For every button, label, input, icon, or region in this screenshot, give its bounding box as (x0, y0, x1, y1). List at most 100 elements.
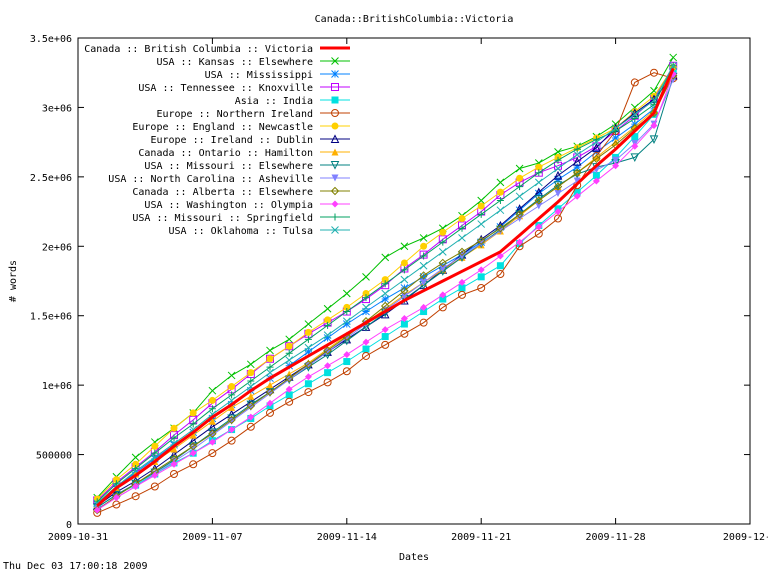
data-point-canada-alberta-elsewhere (380, 301, 390, 311)
data-point-usa-north-carolina-asheville (324, 348, 332, 356)
data-point-usa-kansas-elsewhere (669, 53, 678, 62)
data-point-canada-alberta-elsewhere (265, 387, 275, 397)
data-point-europe-northern-ireland (227, 436, 236, 445)
legend-marker (330, 186, 340, 196)
data-point-usa-washington-olympia (266, 399, 274, 407)
legend-label: Europe :: England :: Newcastle (132, 122, 313, 133)
data-point-usa-north-carolina-asheville (304, 362, 312, 370)
data-point-usa-north-carolina-asheville (612, 156, 620, 164)
legend-marker (331, 213, 339, 221)
y-tick-label: 500000 (36, 451, 72, 462)
legend-item-canada-ontario-hamilton: Canada :: Ontario :: Hamilton (138, 148, 350, 159)
data-point-usa-kansas-elsewhere (131, 453, 140, 462)
data-point-usa-mississippi (381, 295, 390, 303)
data-point-usa-missouri-springfield (496, 196, 504, 204)
data-point-usa-washington-olympia (304, 373, 312, 381)
data-point-asia-india (324, 369, 332, 377)
data-point-europe-ireland-dublin (572, 156, 582, 166)
data-point-europe-ireland-dublin (188, 436, 198, 445)
data-point-usa-washington-olympia (631, 142, 639, 150)
data-point-europe-england-newcastle (151, 442, 159, 450)
data-point-canada-alberta-elsewhere (227, 415, 236, 425)
data-point-europe-northern-ireland (458, 290, 466, 299)
data-point-europe-england-newcastle (420, 242, 428, 250)
data-point-canada-alberta-elsewhere (534, 196, 544, 205)
data-point-europe-northern-ireland (400, 329, 409, 338)
legend-marker (331, 70, 339, 78)
data-point-usa-mississippi (419, 272, 428, 281)
data-point-europe-england-newcastle (458, 215, 466, 223)
legend-marker (331, 83, 339, 91)
data-point-canada-alberta-elsewhere (476, 236, 486, 245)
data-point-europe-england-newcastle (247, 369, 255, 377)
data-point-canada-alberta-elsewhere (246, 401, 256, 411)
y-tick-label: 1.5e+06 (30, 312, 72, 323)
x-tick-label: 2009-10-31 (48, 532, 108, 543)
series-layer (92, 53, 678, 517)
data-point-usa-mississippi (304, 347, 313, 356)
data-point-usa-washington-olympia (324, 362, 332, 370)
data-point-usa-oklahoma-tulsa (515, 192, 524, 201)
data-point-usa-missouri-springfield (304, 335, 312, 343)
data-point-europe-england-newcastle (324, 316, 332, 324)
data-point-europe-northern-ireland (170, 470, 178, 479)
data-point-usa-oklahoma-tulsa (304, 343, 313, 352)
x-axis-title: Dates (399, 552, 429, 563)
legend-marker (331, 96, 339, 104)
data-point-usa-oklahoma-tulsa (342, 317, 351, 326)
series-line-europe-ireland-dublin (96, 75, 674, 507)
data-point-europe-england-newcastle (112, 476, 120, 484)
data-point-usa-oklahoma-tulsa (669, 61, 678, 70)
data-point-canada-alberta-elsewhere (457, 247, 467, 257)
legend-label: Europe :: Northern Ireland (156, 109, 313, 120)
data-point-usa-kansas-elsewhere (285, 335, 294, 344)
data-point-usa-missouri-springfield (458, 224, 466, 232)
data-point-usa-oklahoma-tulsa (458, 234, 466, 242)
data-point-usa-kansas-elsewhere (554, 148, 562, 156)
data-point-usa-missouri-springfield (228, 391, 236, 399)
data-point-asia-india (343, 358, 351, 366)
x-tick-label: 2009-11-28 (585, 532, 645, 543)
data-point-usa-oklahoma-tulsa (650, 96, 658, 105)
legend-item-asia-india: Asia :: India (235, 96, 350, 107)
legend-marker (331, 226, 339, 234)
data-point-usa-missouri-springfield (343, 308, 351, 316)
data-point-canada-alberta-elsewhere (515, 210, 524, 219)
series-usa-oklahoma-tulsa (93, 61, 678, 508)
data-point-europe-england-newcastle (208, 396, 216, 404)
data-point-canada-ontario-hamilton (247, 392, 255, 400)
data-point-usa-missouri-springfield (362, 294, 370, 302)
data-point-usa-oklahoma-tulsa (592, 138, 601, 146)
data-point-europe-northern-ireland (189, 460, 198, 469)
data-point-usa-missouri-springfield (189, 420, 197, 428)
data-point-canada-alberta-elsewhere (284, 373, 294, 383)
data-point-europe-england-newcastle (516, 174, 524, 182)
data-point-canada-alberta-elsewhere (323, 346, 332, 355)
legend-marker (331, 57, 339, 65)
legend-marker (331, 122, 339, 130)
data-point-usa-mississippi (342, 320, 351, 328)
series-canada-british-columbia-victoria (96, 67, 675, 507)
data-point-usa-washington-olympia (381, 326, 389, 334)
data-point-usa-mississippi (554, 175, 562, 184)
data-point-usa-oklahoma-tulsa (438, 247, 447, 256)
data-point-usa-missouri-springfield (535, 169, 543, 177)
y-tick-label: 0 (66, 520, 72, 531)
data-point-usa-washington-olympia (650, 121, 658, 129)
data-point-europe-northern-ireland (246, 422, 255, 431)
data-point-usa-north-carolina-asheville (420, 278, 428, 286)
data-point-europe-england-newcastle (170, 424, 178, 432)
legend-item-canada-british-columbia-victoria: Canada :: British Columbia :: Victoria (84, 44, 350, 55)
data-point-usa-mississippi (611, 134, 620, 142)
data-point-europe-northern-ireland (285, 397, 294, 406)
data-point-usa-north-carolina-asheville (573, 177, 581, 185)
y-tick-label: 2e+06 (42, 242, 72, 253)
data-point-usa-kansas-elsewhere (515, 164, 524, 173)
data-point-usa-washington-olympia (93, 506, 101, 514)
data-point-usa-kansas-elsewhere (419, 234, 428, 242)
data-point-canada-ontario-hamilton (189, 431, 197, 439)
data-point-canada-alberta-elsewhere (496, 224, 505, 233)
series-usa-washington-olympia (93, 70, 677, 514)
data-point-usa-kansas-elsewhere (246, 360, 255, 369)
data-point-usa-oklahoma-tulsa (554, 164, 562, 173)
